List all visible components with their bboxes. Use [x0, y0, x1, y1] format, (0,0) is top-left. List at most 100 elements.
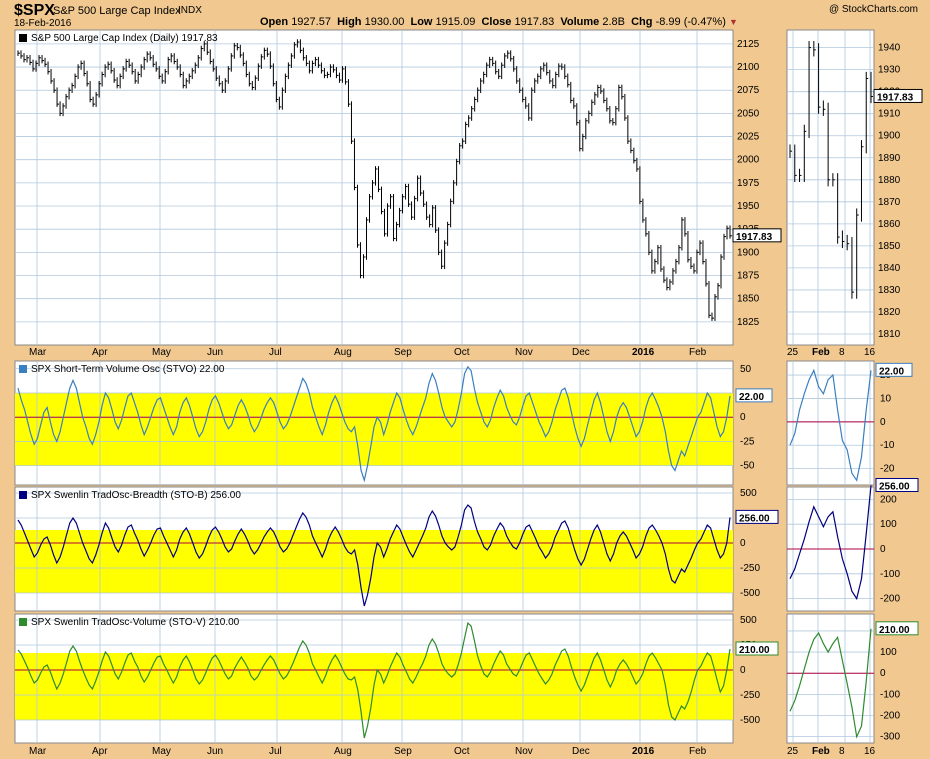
y-tick-label: 50: [740, 364, 752, 375]
y-tick-label: 200: [880, 494, 897, 505]
x-tick-label: Sep: [394, 347, 412, 358]
low-label: Low: [410, 16, 433, 28]
y-tick-label: 1975: [737, 178, 760, 189]
y-tick-label: 1850: [878, 241, 901, 252]
price-main-legend-swatch: [19, 34, 27, 42]
x-tick-label: Nov: [515, 746, 533, 757]
x-tick-label-side: 8: [839, 347, 845, 358]
y-tick-label: 1900: [737, 247, 760, 258]
sto-v-side-last-value-flag: 210.00: [879, 625, 910, 636]
y-tick-label: 1870: [878, 197, 901, 208]
x-tick-label: Jul: [269, 347, 282, 358]
y-tick-label: 2100: [737, 62, 760, 73]
x-tick-label-side: Feb: [812, 347, 830, 358]
y-tick-label: -100: [880, 569, 900, 580]
close-value: 1917.83: [514, 16, 555, 28]
y-tick-label: 2125: [737, 39, 760, 50]
y-tick-label: 500: [740, 488, 757, 499]
y-tick-label: 500: [740, 615, 757, 626]
low-value: 1915.09: [435, 16, 476, 28]
y-tick-label: -300: [880, 732, 900, 743]
chg-label: Chg: [631, 16, 653, 28]
sto-b-side-series-line: [789, 485, 872, 601]
y-tick-label: -500: [740, 588, 760, 599]
sto-b-last-value-flag-box: [735, 509, 779, 524]
quote-date: 18-Feb-2016: [14, 18, 72, 29]
chg-value: -8.99 (-0.47%): [655, 16, 726, 28]
y-tick-label: 1825: [737, 317, 760, 328]
y-tick-label: -10: [880, 440, 895, 451]
x-tick-label: Aug: [334, 746, 352, 757]
y-tick-label: 1940: [878, 43, 901, 54]
x-tick-label: Feb: [689, 746, 707, 757]
sto-v-legend-swatch: [19, 618, 27, 626]
y-tick-label: 1950: [737, 201, 760, 212]
stvo-last-value-flag: 22.00: [739, 392, 764, 403]
x-tick-label-side: 16: [864, 347, 876, 358]
sto-b-side-last-value-flag: 256.00: [879, 482, 910, 493]
sto-b-band: [15, 530, 733, 593]
y-tick-label: 0: [740, 412, 746, 423]
ohlc-summary: Open 1927.57 High 1930.00 Low 1915.09 Cl…: [260, 16, 738, 28]
y-tick-label: 1890: [878, 153, 901, 164]
x-tick-label: Apr: [92, 746, 108, 757]
exchange-label: INDX: [178, 5, 202, 16]
index-name: S&P 500 Large Cap Index: [53, 5, 181, 17]
x-tick-label: Sep: [394, 746, 412, 757]
y-tick-label: 1820: [878, 307, 901, 318]
y-tick-label: 1810: [878, 329, 901, 340]
stvo-title: SPX Short-Term Volume Osc (STVO) 22.00: [31, 364, 225, 375]
x-tick-label: Feb: [689, 347, 707, 358]
x-tick-label-side: 8: [839, 746, 845, 757]
x-tick-label: Nov: [515, 347, 533, 358]
x-tick-label: Oct: [454, 347, 470, 358]
x-tick-label: Dec: [572, 746, 590, 757]
stvo-side-last-value-flag-box: [875, 362, 913, 377]
x-tick-label: May: [152, 347, 171, 358]
x-tick-label: Mar: [29, 746, 47, 757]
y-tick-label: -25: [740, 436, 755, 447]
x-tick-label: Aug: [334, 347, 352, 358]
y-tick-label: 1910: [878, 109, 901, 120]
open-value: 1927.57: [291, 16, 331, 28]
sto-b-title: SPX Swenlin TradOsc-Breadth (STO-B) 256.…: [31, 490, 241, 501]
y-tick-label: -100: [880, 689, 900, 700]
sto-v-title: SPX Swenlin TradOsc-Volume (STO-V) 210.0…: [31, 617, 240, 628]
stvo-side-last-value-flag: 22.00: [879, 366, 904, 377]
y-tick-label: 2050: [737, 108, 760, 119]
sto-v-side-series-line: [789, 628, 872, 739]
price-main-bars: [17, 39, 732, 321]
y-tick-label: 0: [740, 538, 746, 549]
volume-value: 2.8B: [602, 16, 625, 28]
brand-watermark: @ StockCharts.com: [828, 4, 918, 15]
y-tick-label: 0: [880, 417, 886, 428]
x-tick-label: Jun: [207, 347, 223, 358]
x-tick-label-side: 25: [787, 746, 799, 757]
stvo-last-value-flag-box: [735, 388, 773, 403]
x-tick-label: Jun: [207, 746, 223, 757]
y-tick-label: 1930: [878, 65, 901, 76]
stvo-series-line: [17, 365, 731, 483]
price-side-last-value-flag: 1917.83: [877, 92, 914, 103]
sto-b-series-line: [17, 504, 731, 607]
y-tick-label: 0: [880, 668, 886, 679]
price-main-title: S&P 500 Large Cap Index (Daily) 1917.83: [31, 33, 218, 44]
down-arrow-icon: ▼: [728, 17, 738, 27]
sto-v-series-line: [17, 621, 731, 739]
open-label: Open: [260, 16, 289, 28]
y-tick-label: -250: [740, 563, 760, 574]
sto-v-side-panel: [786, 613, 875, 744]
y-tick-label: 100: [880, 647, 897, 658]
y-tick-label: 0: [880, 544, 886, 555]
x-tick-label: May: [152, 746, 171, 757]
y-tick-label: 1880: [878, 175, 901, 186]
y-tick-label: 1860: [878, 219, 901, 230]
sto-b-legend-swatch: [19, 491, 27, 499]
x-tick-label: 2016: [632, 746, 655, 757]
sto-b-side-last-value-flag-box: [875, 478, 919, 493]
x-tick-label: Mar: [29, 347, 47, 358]
y-tick-label: -250: [740, 690, 760, 701]
y-tick-label: 10: [880, 393, 892, 404]
stvo-side-panel: [786, 360, 875, 486]
